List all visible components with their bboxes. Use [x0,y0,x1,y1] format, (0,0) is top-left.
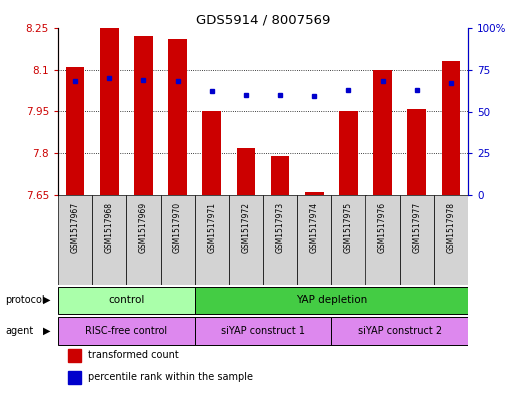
Text: GSM1517968: GSM1517968 [105,202,114,253]
Text: GSM1517975: GSM1517975 [344,202,353,253]
Bar [134,36,153,195]
Bar [263,195,297,285]
Bar [68,371,81,384]
Text: GSM1517973: GSM1517973 [275,202,285,253]
Bar [66,67,85,195]
Text: siYAP construct 2: siYAP construct 2 [358,326,442,336]
Bar [331,317,468,345]
Bar [373,70,392,195]
Text: ▶: ▶ [43,295,50,305]
Bar [339,112,358,195]
Bar [194,195,229,285]
Bar [194,317,331,345]
Bar [331,195,365,285]
Bar [305,192,324,195]
Text: control: control [108,295,145,305]
Text: GSM1517972: GSM1517972 [242,202,250,253]
Bar [58,286,194,314]
Bar [236,148,255,195]
Text: GSM1517978: GSM1517978 [446,202,456,253]
Text: RISC-free control: RISC-free control [85,326,167,336]
Bar [202,112,221,195]
Text: YAP depletion: YAP depletion [295,295,367,305]
Bar [126,195,161,285]
Bar [58,195,92,285]
Text: percentile rank within the sample: percentile rank within the sample [88,372,253,382]
Text: siYAP construct 1: siYAP construct 1 [221,326,305,336]
Bar [92,195,126,285]
Bar [168,39,187,195]
Text: GSM1517976: GSM1517976 [378,202,387,253]
Bar [229,195,263,285]
Title: GDS5914 / 8007569: GDS5914 / 8007569 [196,14,330,27]
Text: protocol: protocol [5,295,45,305]
Bar [434,195,468,285]
Text: GSM1517970: GSM1517970 [173,202,182,253]
Bar [58,317,194,345]
Text: GSM1517971: GSM1517971 [207,202,216,253]
Text: GSM1517974: GSM1517974 [310,202,319,253]
Bar [68,349,81,362]
Text: GSM1517969: GSM1517969 [139,202,148,253]
Text: agent: agent [5,326,33,336]
Bar [365,195,400,285]
Bar [442,61,460,195]
Bar [194,286,468,314]
Bar [407,109,426,195]
Text: transformed count: transformed count [88,350,179,360]
Text: ▶: ▶ [43,326,50,336]
Text: GSM1517977: GSM1517977 [412,202,421,253]
Text: GSM1517967: GSM1517967 [71,202,80,253]
Bar [271,156,289,195]
Bar [400,195,434,285]
Bar [161,195,194,285]
Bar [100,28,119,195]
Bar [297,195,331,285]
